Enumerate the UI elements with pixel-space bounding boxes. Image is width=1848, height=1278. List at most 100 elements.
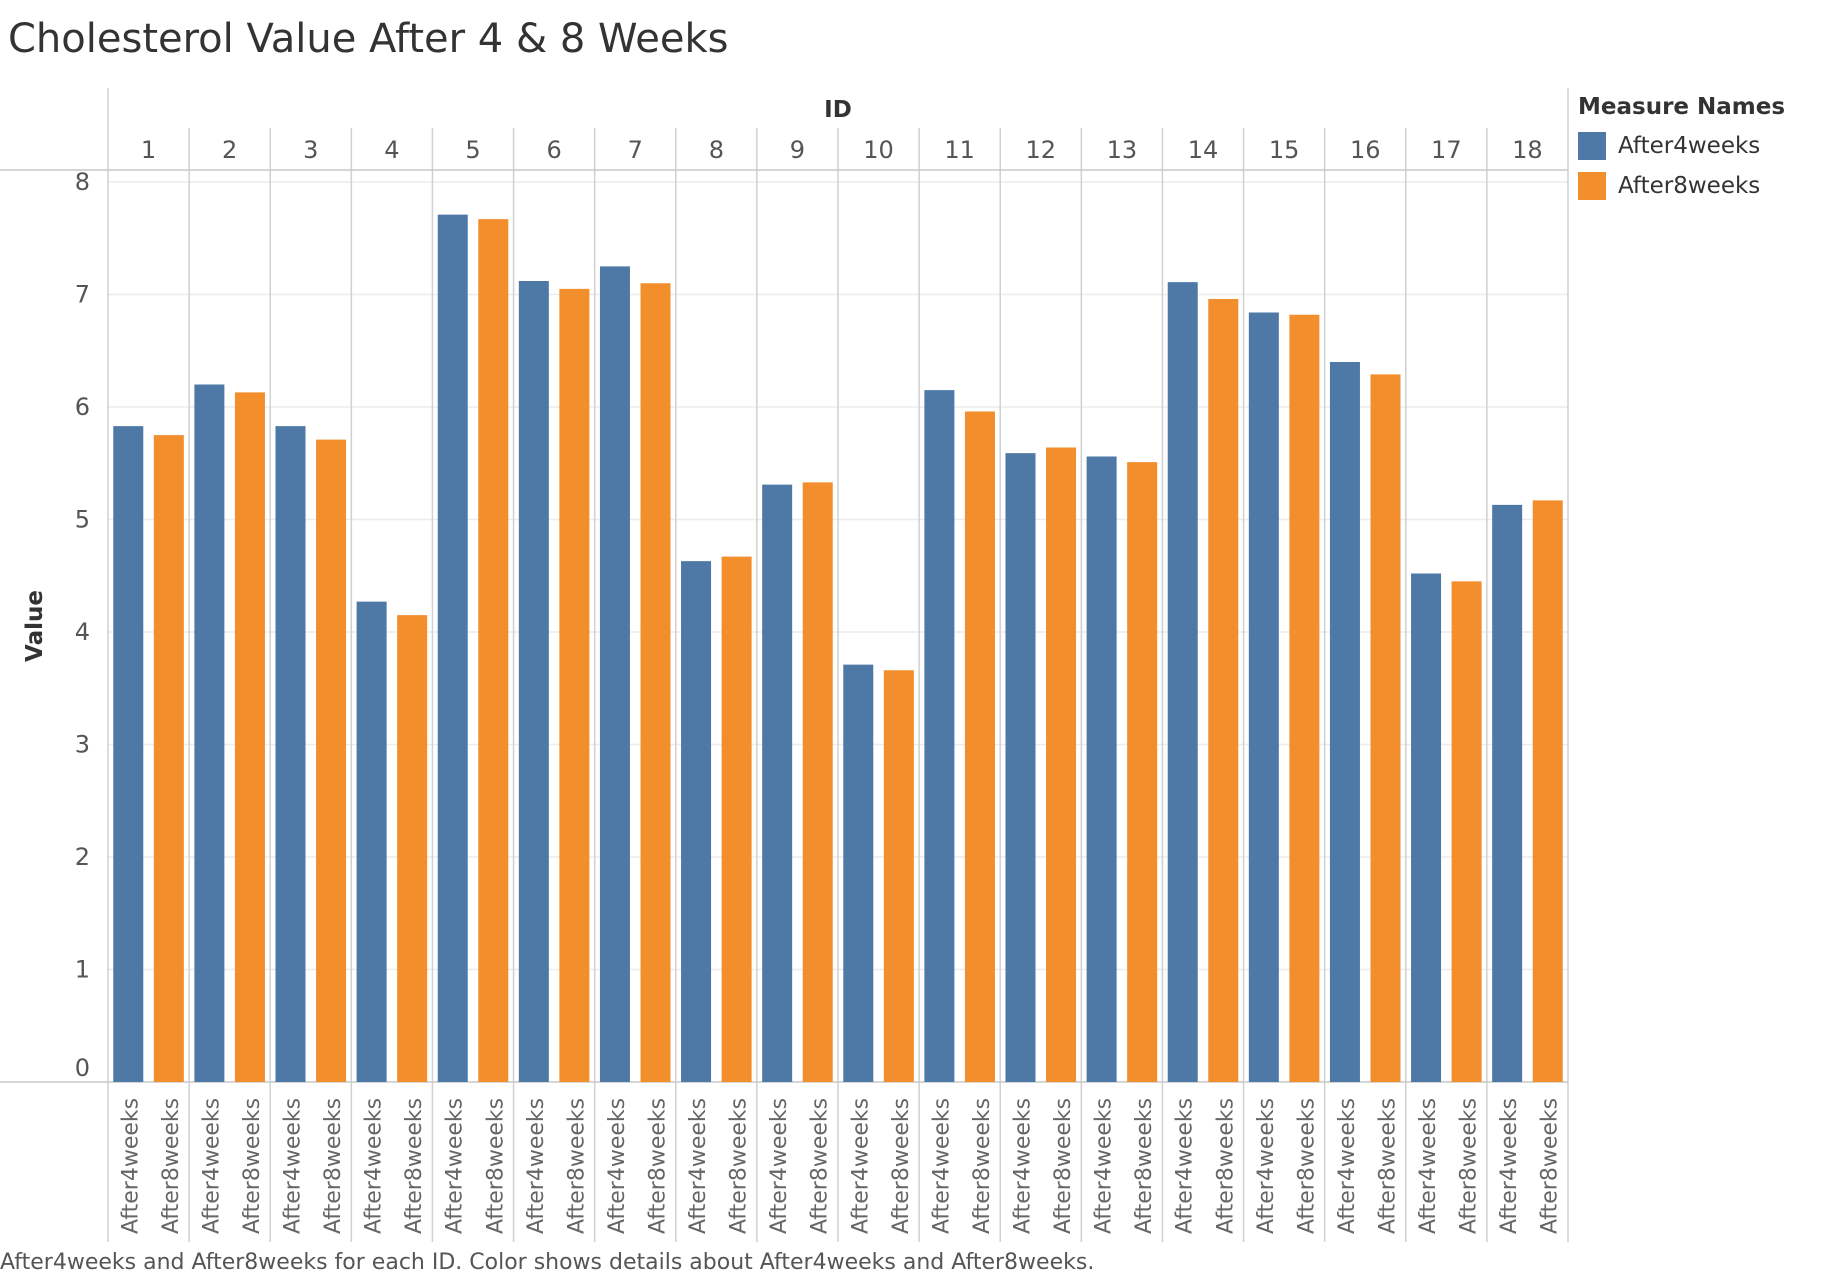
bar-17-after4weeks <box>1411 573 1442 1082</box>
x-sub-label-1-after8weeks: After8weeks <box>159 1098 184 1234</box>
y-tick-label-8: 8 <box>75 168 90 196</box>
x-sub-label-13-after4weeks: After4weeks <box>1092 1098 1117 1234</box>
x-sub-label-12-after4weeks: After4weeks <box>1011 1098 1036 1234</box>
bar-5-after8weeks <box>478 219 509 1082</box>
id-label-14: 14 <box>1188 136 1219 164</box>
bar-14-after8weeks <box>1208 299 1239 1082</box>
x-sub-label-9-after4weeks: After4weeks <box>767 1098 792 1234</box>
y-tick-label-0: 0 <box>75 1054 90 1082</box>
bar-11-after8weeks <box>964 411 995 1082</box>
bar-10-after4weeks <box>843 664 874 1082</box>
id-label-10: 10 <box>863 136 894 164</box>
legend: Measure Names After4weeks After8weeks <box>1578 94 1785 206</box>
chart-caption: After4weeks and After8weeks for each ID.… <box>0 1250 1095 1275</box>
bar-2-after4weeks <box>194 384 225 1082</box>
x-sub-label-18-after8weeks: After8weeks <box>1538 1098 1563 1234</box>
x-sub-label-10-after8weeks: After8weeks <box>889 1098 914 1234</box>
x-sub-label-9-after8weeks: After8weeks <box>808 1098 833 1234</box>
id-label-6: 6 <box>546 136 561 164</box>
id-label-18: 18 <box>1512 136 1543 164</box>
id-label-2: 2 <box>222 136 237 164</box>
y-tick-label-1: 1 <box>75 956 90 984</box>
bar-11-after4weeks <box>924 390 955 1082</box>
x-sub-label-16-after8weeks: After8weeks <box>1376 1098 1401 1234</box>
x-sub-label-6-after4weeks: After4weeks <box>524 1098 549 1234</box>
y-axis-title: Value <box>22 590 48 662</box>
bar-10-after8weeks <box>883 670 914 1082</box>
x-sub-label-16-after4weeks: After4weeks <box>1335 1098 1360 1234</box>
legend-swatch-after4weeks <box>1578 132 1606 160</box>
id-label-15: 15 <box>1269 136 1300 164</box>
bar-13-after4weeks <box>1086 456 1117 1082</box>
x-sub-label-10-after4weeks: After4weeks <box>848 1098 873 1234</box>
x-sub-label-17-after8weeks: After8weeks <box>1457 1098 1482 1234</box>
y-tick-label-7: 7 <box>75 281 90 309</box>
x-sub-label-12-after8weeks: After8weeks <box>1051 1098 1076 1234</box>
x-sub-label-2-after8weeks: After8weeks <box>240 1098 265 1234</box>
x-sub-label-3-after4weeks: After4weeks <box>281 1098 306 1234</box>
id-label-8: 8 <box>709 136 724 164</box>
bar-13-after8weeks <box>1127 462 1158 1082</box>
bar-7-after4weeks <box>599 266 630 1082</box>
x-sub-label-2-after4weeks: After4weeks <box>199 1098 224 1234</box>
x-sub-label-11-after8weeks: After8weeks <box>970 1098 995 1234</box>
bar-12-after4weeks <box>1005 453 1036 1082</box>
y-tick-label-3: 3 <box>75 731 90 759</box>
x-sub-label-6-after8weeks: After8weeks <box>564 1098 589 1234</box>
bar-5-after4weeks <box>437 214 468 1082</box>
id-label-1: 1 <box>141 136 156 164</box>
x-sub-label-4-after8weeks: After8weeks <box>402 1098 427 1234</box>
bar-8-after8weeks <box>721 556 752 1082</box>
id-label-17: 17 <box>1431 136 1462 164</box>
bar-9-after4weeks <box>762 484 793 1082</box>
y-tick-label-5: 5 <box>75 506 90 534</box>
column-header-id: ID <box>824 97 852 123</box>
id-label-16: 16 <box>1350 136 1381 164</box>
id-label-4: 4 <box>384 136 399 164</box>
id-label-7: 7 <box>628 136 643 164</box>
bar-7-after8weeks <box>640 283 671 1082</box>
bar-1-after8weeks <box>153 435 184 1082</box>
x-sub-label-14-after8weeks: After8weeks <box>1213 1098 1238 1234</box>
bar-18-after4weeks <box>1492 504 1523 1082</box>
x-sub-label-4-after4weeks: After4weeks <box>362 1098 387 1234</box>
x-sub-label-7-after4weeks: After4weeks <box>605 1098 630 1234</box>
bar-6-after4weeks <box>518 281 549 1082</box>
y-tick-label-2: 2 <box>75 843 90 871</box>
bar-17-after8weeks <box>1451 581 1482 1082</box>
x-sub-label-15-after4weeks: After4weeks <box>1254 1098 1279 1234</box>
legend-label-after8weeks: After8weeks <box>1618 173 1761 199</box>
chart-title: Cholesterol Value After 4 & 8 Weeks <box>8 16 729 62</box>
bar-6-after8weeks <box>559 288 590 1082</box>
y-tick-label-6: 6 <box>75 393 90 421</box>
x-sub-label-18-after4weeks: After4weeks <box>1497 1098 1522 1234</box>
legend-label-after4weeks: After4weeks <box>1618 133 1761 159</box>
bar-15-after4weeks <box>1248 312 1279 1082</box>
id-label-12: 12 <box>1026 136 1057 164</box>
legend-swatch-after8weeks <box>1578 172 1606 200</box>
y-tick-label-4: 4 <box>75 618 90 646</box>
legend-item-after4weeks[interactable]: After4weeks <box>1578 126 1785 166</box>
x-sub-label-13-after8weeks: After8weeks <box>1132 1098 1157 1234</box>
id-label-3: 3 <box>303 136 318 164</box>
id-label-11: 11 <box>944 136 975 164</box>
x-sub-label-11-after4weeks: After4weeks <box>929 1098 954 1234</box>
bar-4-after8weeks <box>397 615 428 1082</box>
x-sub-label-7-after8weeks: After8weeks <box>646 1098 671 1234</box>
bar-8-after4weeks <box>681 561 712 1082</box>
bar-14-after4weeks <box>1167 282 1198 1082</box>
bar-2-after8weeks <box>234 392 265 1082</box>
bar-18-after8weeks <box>1532 500 1563 1082</box>
x-sub-label-3-after8weeks: After8weeks <box>321 1098 346 1234</box>
bar-4-after4weeks <box>356 601 387 1082</box>
x-sub-label-15-after8weeks: After8weeks <box>1294 1098 1319 1234</box>
bar-15-after8weeks <box>1289 314 1320 1082</box>
bar-1-after4weeks <box>113 426 144 1082</box>
bar-16-after8weeks <box>1370 374 1401 1082</box>
x-sub-label-17-after4weeks: After4weeks <box>1416 1098 1441 1234</box>
x-sub-label-1-after4weeks: After4weeks <box>118 1098 143 1234</box>
bar-9-after8weeks <box>802 482 833 1082</box>
bar-12-after8weeks <box>1046 447 1077 1082</box>
legend-item-after8weeks[interactable]: After8weeks <box>1578 166 1785 206</box>
